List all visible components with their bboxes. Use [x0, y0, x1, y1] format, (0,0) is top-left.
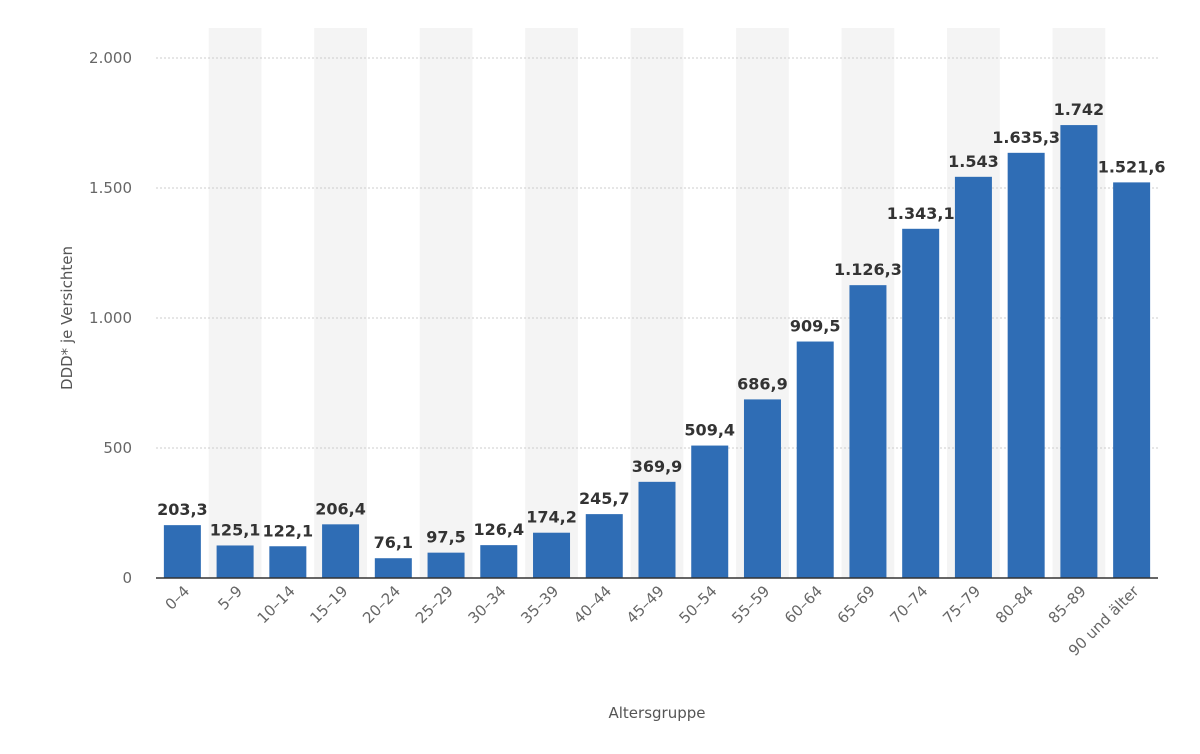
- value-label: 203,3: [157, 500, 208, 519]
- value-label: 909,5: [790, 317, 841, 336]
- value-label: 1.635,3: [992, 128, 1060, 147]
- bar: [322, 524, 360, 578]
- x-tick-label: 5–9: [214, 582, 246, 614]
- value-label: 1.543: [948, 152, 999, 171]
- y-tick-label: 1.500: [89, 179, 132, 197]
- value-label: 1.343,1: [887, 204, 955, 223]
- x-tick-label: 30–34: [465, 582, 510, 627]
- bar: [374, 558, 412, 578]
- value-label: 509,4: [684, 421, 735, 440]
- bar: [849, 285, 887, 578]
- x-tick-label: 0–4: [162, 582, 194, 614]
- bar: [1007, 152, 1045, 578]
- bar: [585, 514, 623, 578]
- y-axis-ticks: 0 500 1.000 1.500 2.000: [89, 49, 132, 587]
- y-tick-label: 0: [122, 569, 132, 587]
- y-tick-label: 1.000: [89, 309, 132, 327]
- x-tick-label: 55–59: [728, 582, 773, 627]
- bar: [954, 176, 992, 578]
- value-label: 1.521,6: [1098, 157, 1166, 176]
- bar: [638, 481, 676, 578]
- value-label: 126,4: [473, 520, 524, 539]
- bars: [163, 125, 1151, 578]
- x-tick-label: 60–64: [781, 582, 826, 627]
- x-tick-label: 15–19: [306, 582, 351, 627]
- x-tick-label: 25–29: [412, 582, 457, 627]
- bar: [796, 341, 834, 578]
- value-label: 1.742: [1054, 100, 1105, 119]
- value-label: 686,9: [737, 374, 788, 393]
- bar: [480, 545, 518, 578]
- background-band: [314, 28, 367, 578]
- x-tick-label: 80–84: [992, 582, 1037, 627]
- x-tick-label: 20–24: [359, 582, 404, 627]
- grid-lines: [156, 57, 1158, 449]
- y-axis-title: DDD* je Versichten: [58, 246, 76, 390]
- x-tick-label: 70–74: [886, 582, 931, 627]
- y-tick-label: 2.000: [89, 49, 132, 67]
- value-label: 97,5: [426, 528, 465, 547]
- background-band: [208, 28, 262, 578]
- x-tick-label: 75–79: [939, 582, 984, 627]
- background-band: [419, 28, 473, 578]
- y-tick-label: 500: [103, 439, 132, 457]
- background-band: [525, 28, 578, 578]
- value-label: 174,2: [526, 508, 577, 527]
- x-axis-labels: 0–4 5–9 10–14 15–19 20–24 25–29 30–34 35–39 40–4…: [162, 582, 1143, 660]
- value-label: 122,1: [263, 521, 314, 540]
- bar: [427, 552, 465, 578]
- bar: [902, 228, 940, 578]
- value-label: 206,4: [315, 499, 366, 518]
- bar: [743, 399, 781, 578]
- value-label: 245,7: [579, 489, 630, 508]
- value-label: 125,1: [210, 520, 261, 539]
- bar: [216, 545, 254, 578]
- x-tick-label: 85–89: [1045, 582, 1090, 627]
- bar: [1113, 182, 1151, 578]
- value-label: 76,1: [374, 533, 413, 552]
- x-tick-label: 35–39: [517, 582, 562, 627]
- bar: [1060, 125, 1098, 578]
- value-label: 369,9: [632, 457, 683, 476]
- x-axis-title: Altersgruppe: [609, 704, 706, 722]
- bar: [269, 546, 307, 578]
- bar: [533, 532, 571, 578]
- x-tick-label: 40–44: [570, 582, 615, 627]
- bar: [691, 445, 729, 578]
- x-tick-label: 65–69: [834, 582, 879, 627]
- bar: [163, 525, 201, 578]
- x-tick-label: 50–54: [676, 582, 721, 627]
- value-label: 1.126,3: [834, 260, 902, 279]
- x-tick-label: 10–14: [254, 582, 299, 627]
- x-tick-label: 45–49: [623, 582, 668, 627]
